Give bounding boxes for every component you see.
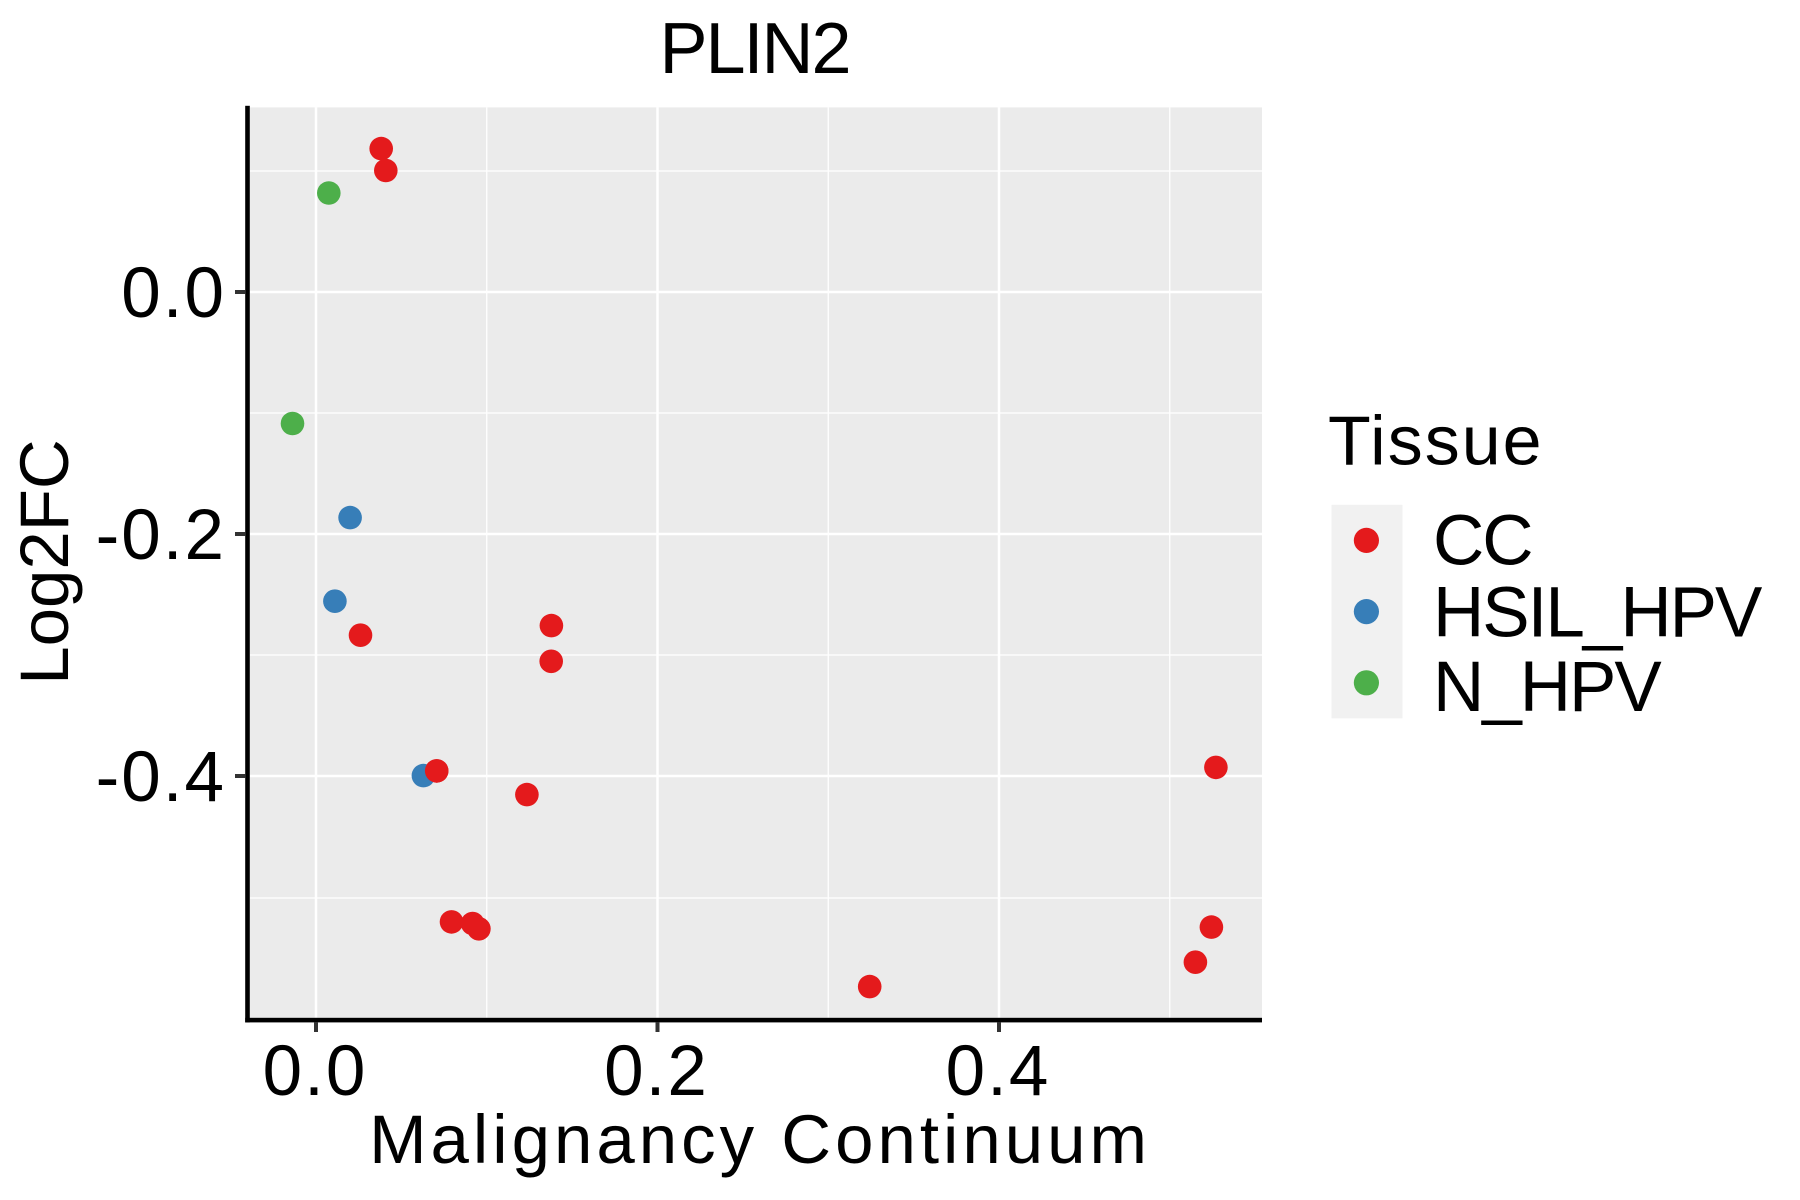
svg-text:0.2: 0.2 [604, 1032, 709, 1111]
svg-text:0.0: 0.0 [263, 1032, 368, 1111]
svg-text:PLIN2: PLIN2 [659, 9, 849, 89]
svg-text:Tissue: Tissue [1328, 402, 1544, 480]
svg-text:0.4: 0.4 [946, 1032, 1051, 1111]
svg-text:-0.4: -0.4 [96, 738, 226, 817]
svg-text:HSIL_HPV: HSIL_HPV [1433, 574, 1763, 653]
svg-text:-0.2: -0.2 [96, 496, 226, 575]
svg-text:Log2FC: Log2FC [6, 439, 83, 684]
svg-text:CC: CC [1433, 502, 1532, 581]
svg-text:N_HPV: N_HPV [1433, 648, 1662, 727]
svg-text:0.0: 0.0 [121, 254, 226, 333]
svg-text:Malignancy Continuum: Malignancy Continuum [369, 1101, 1151, 1178]
